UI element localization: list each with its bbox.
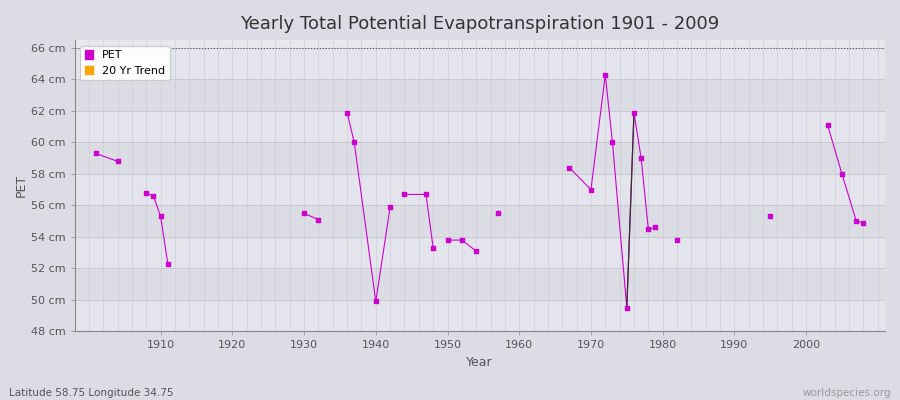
Point	[440, 237, 454, 243]
Point	[648, 224, 662, 231]
Point	[849, 218, 863, 224]
Point	[634, 155, 648, 162]
Point	[397, 191, 411, 198]
Point	[469, 248, 483, 254]
Point	[763, 213, 778, 220]
Point	[160, 260, 175, 267]
Point	[598, 72, 613, 78]
Legend: PET, 20 Yr Trend: PET, 20 Yr Trend	[80, 46, 170, 80]
Point	[418, 191, 433, 198]
Bar	[75, 80, 885, 111]
Point	[856, 220, 870, 226]
Bar	[75, 206, 885, 237]
Point	[382, 204, 397, 210]
Point	[111, 158, 125, 164]
Point	[670, 237, 684, 243]
Point	[297, 210, 311, 216]
Point	[562, 164, 577, 171]
Point	[89, 150, 104, 157]
Point	[821, 122, 835, 128]
Bar	[75, 111, 885, 142]
Point	[140, 190, 154, 196]
Text: worldspecies.org: worldspecies.org	[803, 388, 891, 398]
Bar	[75, 237, 885, 268]
Bar	[75, 300, 885, 332]
Point	[619, 304, 634, 311]
Point	[606, 139, 620, 146]
Point	[369, 298, 383, 305]
Bar	[75, 268, 885, 300]
Title: Yearly Total Potential Evapotranspiration 1901 - 2009: Yearly Total Potential Evapotranspiratio…	[240, 15, 719, 33]
Point	[340, 109, 355, 116]
Point	[491, 210, 505, 216]
Bar	[75, 174, 885, 206]
Point	[153, 213, 167, 220]
Point	[311, 216, 326, 223]
Point	[454, 237, 469, 243]
Point	[426, 245, 440, 251]
Point	[626, 109, 641, 116]
Y-axis label: PET: PET	[15, 174, 28, 197]
X-axis label: Year: Year	[466, 356, 493, 369]
Bar	[75, 142, 885, 174]
Point	[146, 193, 160, 199]
Point	[835, 171, 850, 177]
Bar	[75, 48, 885, 80]
Point	[641, 226, 655, 232]
Point	[584, 186, 598, 193]
Point	[347, 139, 362, 146]
Text: Latitude 58.75 Longitude 34.75: Latitude 58.75 Longitude 34.75	[9, 388, 174, 398]
